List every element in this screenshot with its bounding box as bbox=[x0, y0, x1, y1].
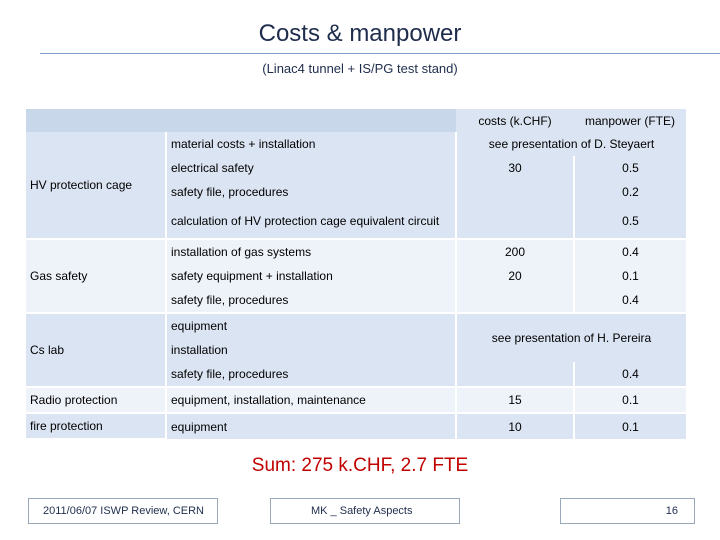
row-item: material costs + installation bbox=[165, 132, 456, 156]
cell-cost bbox=[455, 204, 574, 239]
footer-center-box: MK _ Safety Aspects bbox=[270, 498, 460, 524]
cell-cost bbox=[455, 362, 574, 387]
cell-fte: 0.1 bbox=[573, 264, 686, 288]
header-costs: costs (k.CHF) bbox=[456, 109, 574, 132]
group-hv-protection: HV protection cage bbox=[26, 132, 166, 240]
header-manpower: manpower (FTE) bbox=[574, 109, 686, 132]
row-item: installation bbox=[165, 338, 456, 362]
sum-total: Sum: 275 k.CHF, 2.7 FTE bbox=[251, 455, 469, 476]
title-divider bbox=[40, 53, 720, 54]
cell-cost: 30 bbox=[455, 156, 574, 180]
footer-date: 2011/06/07 ISWP Review, CERN bbox=[43, 505, 205, 517]
cell-cost bbox=[455, 288, 574, 313]
row-item: equipment, installation, maintenance bbox=[165, 386, 456, 413]
header-blank bbox=[26, 109, 166, 132]
table-row: calculation of HV protection cage equiva… bbox=[26, 204, 686, 239]
header-blank bbox=[166, 109, 456, 132]
row-item: equipment bbox=[165, 412, 456, 439]
slide-title: Costs & manpower bbox=[258, 20, 462, 47]
cell-cost: 15 bbox=[455, 386, 574, 413]
cell-fte: 0.5 bbox=[573, 156, 686, 180]
group-cs-lab: Cs lab bbox=[26, 312, 166, 388]
table-row: Radio protection equipment, installation… bbox=[26, 386, 686, 414]
cell-fte: 0.4 bbox=[573, 362, 686, 387]
table-row: HV protection cage material costs + inst… bbox=[26, 132, 686, 240]
hv-see-presentation: see presentation of D. Steyaert bbox=[455, 132, 686, 156]
footer-title: MK _ Safety Aspects bbox=[311, 505, 413, 517]
row-item: safety file, procedures bbox=[165, 288, 456, 313]
row-item: safety file, procedures bbox=[165, 180, 456, 204]
page-number: 16 bbox=[665, 505, 678, 517]
table-row: safety file, procedures 0.4 bbox=[26, 288, 686, 313]
row-item: equipment bbox=[165, 312, 456, 338]
group-radio-protection: Radio protection bbox=[26, 386, 166, 414]
table-row: electrical safety 30 0.5 bbox=[26, 156, 686, 180]
costs-table: costs (k.CHF) manpower (FTE) HV protecti… bbox=[26, 109, 686, 440]
table-row: Cs lab equipment see presentation of H. … bbox=[26, 312, 686, 388]
group-gas-safety: Gas safety bbox=[26, 238, 166, 314]
cell-fte: 0.1 bbox=[573, 412, 686, 439]
cs-see-presentation: see presentation of H. Pereira bbox=[455, 312, 686, 362]
table-row: Gas safety installation of gas systems 2… bbox=[26, 238, 686, 314]
table-row: safety file, procedures 0.4 bbox=[26, 362, 686, 387]
row-item: safety file, procedures bbox=[165, 362, 456, 387]
row-item: installation of gas systems bbox=[165, 238, 456, 264]
cell-cost: 20 bbox=[455, 264, 574, 288]
cell-cost: 200 bbox=[455, 238, 574, 264]
group-fire-protection: fire protection bbox=[26, 412, 166, 440]
table-row: installation bbox=[26, 338, 686, 362]
table-row: safety equipment + installation 20 0.1 bbox=[26, 264, 686, 288]
cell-fte: 0.4 bbox=[573, 238, 686, 264]
cell-fte: 0.2 bbox=[573, 180, 686, 204]
cell-cost bbox=[455, 180, 574, 204]
row-item: safety equipment + installation bbox=[165, 264, 456, 288]
table-row: fire protection equipment 10 0.1 bbox=[26, 412, 686, 440]
row-item: calculation of HV protection cage equiva… bbox=[165, 204, 456, 239]
footer-page-box: 16 bbox=[560, 498, 695, 524]
cell-fte: 0.1 bbox=[573, 386, 686, 413]
slide-subtitle: (Linac4 tunnel + IS/PG test stand) bbox=[262, 61, 458, 76]
cell-fte: 0.4 bbox=[573, 288, 686, 313]
cell-fte: 0.5 bbox=[573, 204, 686, 239]
cell-cost: 10 bbox=[455, 412, 574, 439]
table-row: safety file, procedures 0.2 bbox=[26, 180, 686, 204]
row-item: electrical safety bbox=[165, 156, 456, 180]
footer-date-box: 2011/06/07 ISWP Review, CERN bbox=[28, 498, 218, 524]
table-header-row: costs (k.CHF) manpower (FTE) bbox=[26, 109, 686, 132]
